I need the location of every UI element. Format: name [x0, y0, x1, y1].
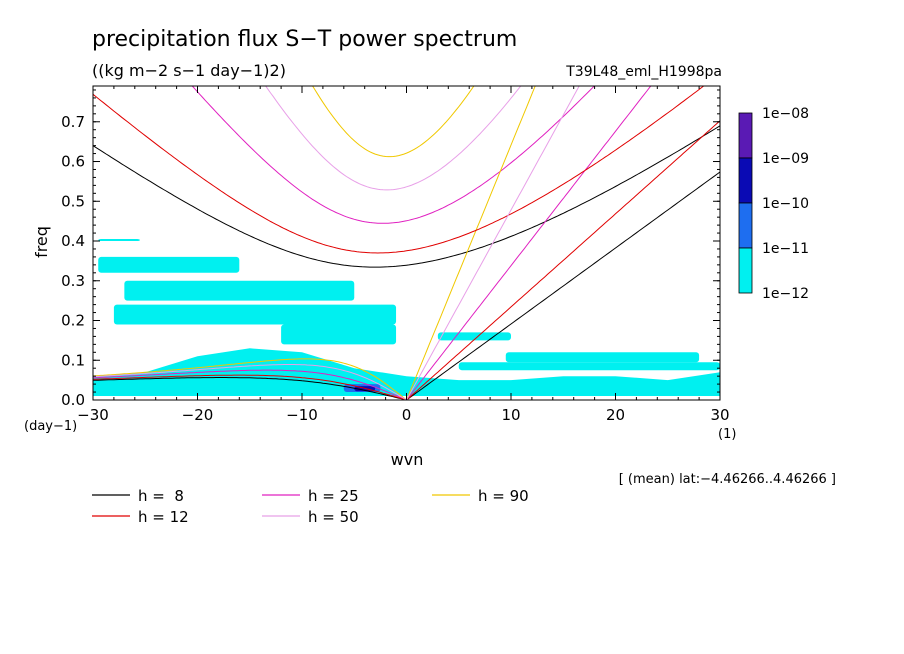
contour-fill-band	[93, 348, 720, 396]
legend-label: h = 8	[138, 487, 184, 505]
x-tick-label: 20	[606, 406, 625, 424]
colorbar-swatch	[738, 112, 753, 159]
chart-subtitle: ((kg m−2 s−1 day−1)2)	[92, 61, 286, 80]
dispersion-curve	[406, 86, 580, 400]
colorbar-label: 1e−11	[762, 241, 809, 257]
colorbar-swatch	[738, 202, 753, 249]
axis-ticks: −30 −20 −10 0 10 20 30 0.0 0.1 0.2 0.3 0.4 0.5 0.6 0.7	[61, 86, 730, 424]
colorbar-swatch	[738, 157, 753, 204]
x-unit-label: (1)	[718, 427, 736, 442]
colorbar-swatch	[738, 247, 753, 294]
dispersion-curve	[406, 86, 652, 400]
colorbar-label: 1e−10	[762, 196, 809, 212]
y-tick-label: 0.7	[61, 113, 85, 131]
dispersion-curve	[265, 86, 522, 191]
colorbar-label: 1e−08	[762, 106, 809, 122]
x-tick-label: 30	[710, 406, 729, 424]
dispersion-curve	[93, 374, 407, 400]
run-label: T39L48_eml_H1998pa	[565, 64, 722, 80]
legend-label: h = 90	[478, 487, 529, 505]
dispersion-curve	[93, 125, 720, 268]
spectrum-fill-layer	[93, 239, 720, 396]
dispersion-curve	[93, 377, 407, 400]
x-axis-label: wvn	[391, 450, 424, 469]
y-tick-label: 0.2	[61, 312, 85, 330]
dispersion-curve	[311, 86, 475, 158]
y-tick-label: 0.5	[61, 192, 85, 210]
dispersion-curve-layer	[93, 86, 720, 400]
x-tick-label: −30	[77, 406, 109, 424]
legend-label: h = 50	[308, 508, 359, 526]
y-tick-label: 0.3	[61, 272, 85, 290]
dispersion-curve	[93, 369, 407, 400]
x-tick-label: 10	[501, 406, 520, 424]
y-tick-label: 0.0	[61, 391, 85, 409]
y-tick-label: 0.6	[61, 153, 85, 171]
contour-fill-patch	[113, 304, 397, 325]
dispersion-curve	[406, 120, 720, 400]
x-tick-label: −10	[286, 406, 318, 424]
legend: h = 8 h = 25 h = 90 h = 12 h = 50	[92, 487, 529, 526]
dispersion-curve	[406, 86, 536, 400]
colorbar-label: 1e−09	[762, 151, 809, 167]
colorbar: 1e−08 1e−09 1e−10 1e−11 1e−12	[738, 106, 809, 302]
y-tick-label: 0.1	[61, 351, 85, 369]
dispersion-curve	[93, 358, 407, 400]
contour-fill-patch	[124, 280, 355, 301]
contour-fill-patch	[458, 362, 720, 371]
contour-fill-patch	[98, 239, 141, 242]
colorbar-label: 1e−12	[762, 286, 809, 302]
dispersion-curve	[93, 364, 407, 400]
latitude-footnote: [ (mean) lat:−4.46266..4.46266 ]	[619, 472, 836, 487]
chart-title: precipitation flux S−T power spectrum	[92, 27, 517, 52]
legend-label: h = 12	[138, 508, 189, 526]
contour-fill-patch	[281, 324, 397, 345]
contour-fill-patch	[437, 332, 511, 341]
dispersion-curve	[406, 171, 720, 400]
y-unit-label: (day−1)	[24, 419, 77, 434]
y-tick-label: 0.4	[61, 232, 85, 250]
contour-fill-patch	[505, 352, 700, 363]
legend-label: h = 25	[308, 487, 359, 505]
x-tick-label: −20	[182, 406, 214, 424]
dispersion-curve	[93, 86, 705, 254]
contour-fill-patch	[98, 256, 240, 273]
x-tick-label: 0	[402, 406, 412, 424]
y-axis-label: freq	[32, 226, 51, 258]
plot-area: −30 −20 −10 0 10 20 30 0.0 0.1 0.2 0.3 0.4 0.5 0.6 0.7	[61, 85, 730, 424]
